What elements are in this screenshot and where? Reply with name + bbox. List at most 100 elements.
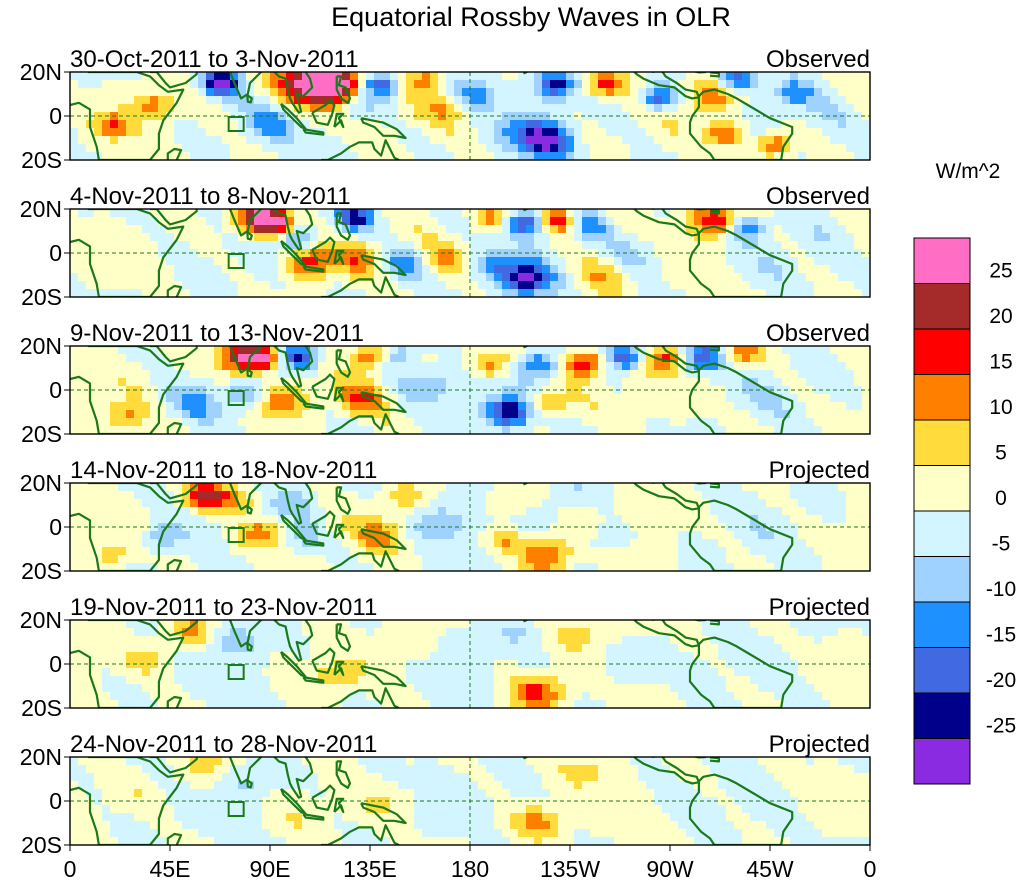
heatmap-cell	[790, 378, 799, 387]
heatmap-cell	[406, 507, 415, 516]
heatmap-cell	[766, 620, 775, 629]
heatmap-cell	[510, 225, 519, 234]
heatmap-cell	[518, 531, 527, 540]
heatmap-cell	[398, 225, 407, 234]
heatmap-cell	[726, 152, 735, 160]
heatmap-cell	[846, 378, 855, 387]
heatmap-cell	[678, 80, 687, 89]
heatmap-cell	[846, 233, 855, 242]
heatmap-cell	[670, 515, 679, 524]
heatmap-cell	[582, 531, 591, 540]
heatmap-cell	[862, 386, 870, 395]
heatmap-cell	[502, 491, 511, 500]
heatmap-cell	[782, 128, 791, 137]
heatmap-cell	[390, 652, 399, 661]
heatmap-cell	[182, 265, 191, 274]
heatmap-cell	[294, 281, 303, 290]
heatmap-cell	[398, 88, 407, 97]
heatmap-cell	[630, 241, 639, 250]
heatmap-cell	[150, 96, 159, 105]
heatmap-cell	[590, 273, 599, 282]
heatmap-cell	[550, 96, 559, 105]
heatmap-cell	[542, 136, 551, 145]
heatmap-cell	[846, 628, 855, 637]
heatmap-cell	[214, 628, 223, 637]
heatmap-cell	[150, 225, 159, 234]
heatmap-cell	[526, 483, 535, 492]
heatmap-cell	[774, 620, 783, 629]
heatmap-cell	[110, 209, 119, 218]
heatmap-cell	[510, 217, 519, 226]
heatmap-cell	[454, 531, 463, 540]
heatmap-cell	[814, 628, 823, 637]
heatmap-cell	[110, 507, 119, 516]
heatmap-cell	[670, 281, 679, 290]
heatmap-cell	[574, 88, 583, 97]
heatmap-cell	[822, 491, 831, 500]
heatmap-cell	[286, 499, 295, 508]
heatmap-cell	[566, 507, 575, 516]
heatmap-cell	[470, 112, 479, 121]
heatmap-cell	[382, 402, 391, 411]
heatmap-cell	[550, 491, 559, 500]
heatmap-cell	[742, 88, 751, 97]
heatmap-cell	[854, 547, 863, 556]
coastline	[150, 483, 198, 500]
heatmap-cell	[430, 418, 439, 427]
heatmap-cell	[342, 539, 351, 548]
heatmap-cell	[606, 402, 615, 411]
heatmap-cell	[782, 507, 791, 516]
heatmap-cell	[854, 273, 863, 282]
heatmap-cell	[662, 402, 671, 411]
heatmap-cell	[310, 507, 319, 516]
heatmap-cell	[102, 104, 111, 113]
heatmap-cell	[446, 72, 455, 81]
heatmap-cell	[822, 628, 831, 637]
heatmap-cell	[318, 652, 327, 661]
heatmap-cell	[854, 418, 863, 427]
heatmap-cell	[670, 225, 679, 234]
heatmap-cell	[374, 96, 383, 105]
heatmap-cell	[222, 378, 231, 387]
heatmap-cell	[366, 80, 375, 89]
heatmap-cell	[630, 523, 639, 532]
heatmap-cell	[654, 563, 663, 571]
heatmap-cell	[854, 507, 863, 516]
heatmap-cell	[862, 426, 870, 434]
heatmap-cell	[670, 257, 679, 266]
heatmap-cell	[190, 362, 199, 371]
heatmap-cell	[286, 652, 295, 661]
heatmap-cell	[422, 112, 431, 121]
heatmap-cell	[830, 257, 839, 266]
heatmap-cell	[262, 80, 271, 89]
heatmap-cell	[110, 378, 119, 387]
heatmap-cell	[518, 104, 527, 113]
heatmap-cell	[366, 386, 375, 395]
heatmap-cell	[734, 346, 743, 355]
heatmap-cell	[486, 80, 495, 89]
heatmap-cell	[430, 410, 439, 419]
heatmap-cell	[270, 620, 279, 629]
heatmap-cell	[310, 362, 319, 371]
heatmap-cell	[702, 346, 711, 355]
heatmap-cell	[238, 152, 247, 160]
heatmap-cell	[334, 281, 343, 290]
heatmap-cell	[262, 483, 271, 492]
heatmap-cell	[534, 233, 543, 242]
heatmap-cell	[486, 426, 495, 434]
heatmap-cell	[406, 281, 415, 290]
heatmap-cell	[638, 523, 647, 532]
heatmap-cell	[574, 483, 583, 492]
heatmap-cell	[734, 281, 743, 290]
heatmap-cell	[502, 233, 511, 242]
heatmap-cell	[286, 217, 295, 226]
heatmap-cell	[758, 410, 767, 419]
heatmap-cell	[470, 370, 479, 379]
heatmap-cell	[262, 547, 271, 556]
heatmap-cell	[390, 378, 399, 387]
heatmap-cell	[158, 80, 167, 89]
heatmap-cell	[286, 128, 295, 137]
heatmap-cell	[550, 136, 559, 145]
heatmap-cell	[174, 265, 183, 274]
heatmap-cell	[398, 370, 407, 379]
